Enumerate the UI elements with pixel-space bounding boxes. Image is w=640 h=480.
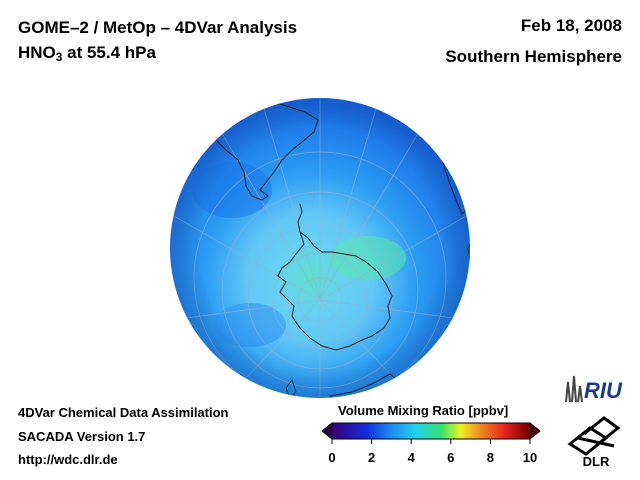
footer-line-2: SACADA Version 1.7 xyxy=(18,429,146,444)
colorbar-tick-label: 10 xyxy=(522,450,538,465)
globe-shading xyxy=(170,98,470,398)
dlr-logo-text: DLR xyxy=(583,454,610,469)
colorbar-tick-label: 4 xyxy=(407,450,415,465)
colorbar-tick-label: 8 xyxy=(486,450,495,465)
riu-logo: RIU xyxy=(565,375,623,403)
colorbar xyxy=(321,421,541,444)
species-subscript: 3 xyxy=(55,50,63,64)
footer-link: http://wdc.dlr.de xyxy=(18,452,118,467)
dlr-logo: DLR xyxy=(567,416,621,469)
map-title: GOME–2 / MetOp – 4DVar Analysis xyxy=(18,18,298,37)
date-label: Feb 18, 2008 xyxy=(520,16,622,35)
colorbar-title: Volume Mixing Ratio [ppbv] xyxy=(338,403,509,418)
map-subtitle: HNO3 at 55.4 hPa xyxy=(18,43,156,64)
colorbar-tick-label: 0 xyxy=(328,450,336,465)
region-label: Southern Hemisphere xyxy=(445,47,622,66)
riu-logo-text: RIU xyxy=(584,378,623,403)
pressure-level: at 55.4 hPa xyxy=(62,43,156,62)
colorbar-gradient xyxy=(331,422,531,440)
footer-line-1: 4DVar Chemical Data Assimilation xyxy=(18,405,229,420)
colorbar-tick-label: 2 xyxy=(367,450,376,465)
colorbar-under-arrow xyxy=(321,421,333,441)
species-name: HNO xyxy=(18,43,56,62)
colorbar-ticks xyxy=(331,439,531,444)
colorbar-over-arrow xyxy=(529,421,541,441)
colorbar-tick-label: 6 xyxy=(447,450,455,465)
